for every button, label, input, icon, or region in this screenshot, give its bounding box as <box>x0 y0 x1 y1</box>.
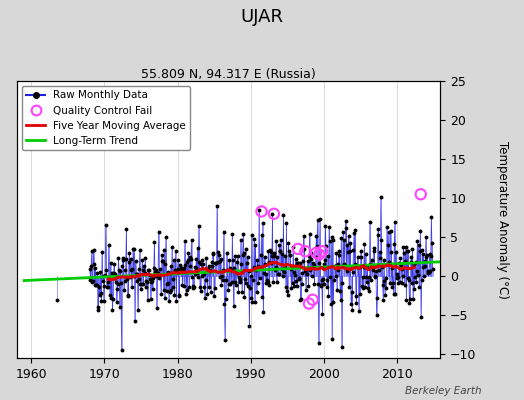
Point <box>270 210 278 217</box>
Point <box>417 191 425 198</box>
Point <box>305 300 313 307</box>
Point <box>257 208 266 215</box>
Text: Berkeley Earth: Berkeley Earth <box>406 386 482 396</box>
Title: 55.809 N, 94.317 E (Russia): 55.809 N, 94.317 E (Russia) <box>141 68 316 81</box>
Y-axis label: Temperature Anomaly (°C): Temperature Anomaly (°C) <box>496 141 509 298</box>
Text: UJAR: UJAR <box>241 8 283 26</box>
Point <box>309 296 317 303</box>
Point <box>294 246 302 252</box>
Legend: Raw Monthly Data, Quality Control Fail, Five Year Moving Average, Long-Term Tren: Raw Monthly Data, Quality Control Fail, … <box>22 86 190 150</box>
Point <box>318 248 326 254</box>
Point <box>315 251 323 258</box>
Point <box>312 250 321 256</box>
Point <box>301 248 310 254</box>
